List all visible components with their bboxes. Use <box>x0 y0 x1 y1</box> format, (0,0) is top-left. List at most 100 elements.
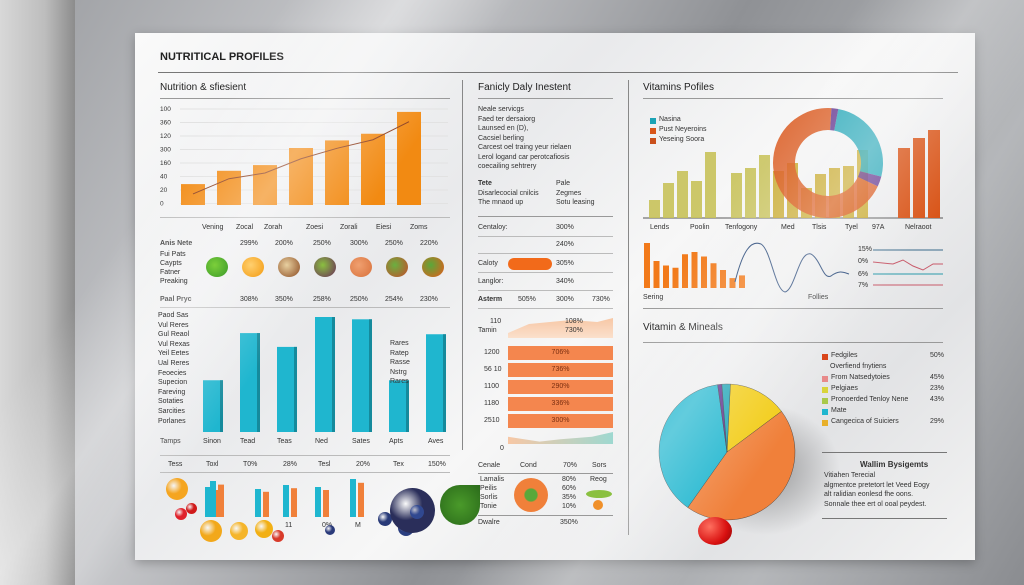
divider <box>478 272 613 273</box>
category-label: Nelraoot <box>905 224 932 231</box>
value-bar: 336% <box>508 397 613 411</box>
value-cell: 300% <box>556 224 574 231</box>
table-header: Sors <box>592 462 607 469</box>
section-title: Vitamins Pofiles <box>643 82 714 93</box>
text-line: Neale servicgs <box>478 106 524 113</box>
bar <box>731 173 742 218</box>
bar <box>701 256 707 288</box>
value-cell: T0% <box>243 461 258 468</box>
section-title: Fanicly Daly Inestent <box>478 82 571 93</box>
row-label: Lamalis <box>480 476 505 483</box>
small-label: M <box>355 522 361 529</box>
side-label: Ratep <box>390 349 409 357</box>
row-label: Caypts <box>160 260 182 267</box>
orange-slice-icon <box>242 257 264 277</box>
side-label: Rares <box>390 340 409 347</box>
row-label: Preaking <box>160 278 188 285</box>
bar <box>253 165 277 205</box>
category-label: Tead <box>240 438 256 445</box>
row-label: Fareving <box>158 388 186 396</box>
row-label: Yeil Eetes <box>158 350 189 358</box>
legend-swatch <box>650 118 656 124</box>
bar <box>649 200 660 218</box>
text-line: coecailing sehtrery <box>478 163 537 170</box>
trend-line <box>192 121 410 195</box>
legend-label: Pelgiaes <box>831 385 858 392</box>
note-line: alt ralidian eonlesd fhe oons. <box>824 491 914 498</box>
note-line: Sonnale thee ert ol ooal peydest. <box>824 500 927 508</box>
row-label: Peilis <box>480 485 497 492</box>
row-label: Langlor: <box>478 278 504 285</box>
bar <box>663 265 669 288</box>
legend-label: Cangecica of Suiciers <box>831 418 899 425</box>
fruit-icon <box>272 530 284 542</box>
category-label: Zorah <box>264 224 283 231</box>
small-label: 11 <box>285 522 293 529</box>
value-cell: Tess <box>168 461 183 468</box>
tete-item: Zegmes <box>556 189 582 197</box>
row-label: Tonie <box>480 503 497 510</box>
row-label: Sotaties <box>158 398 184 406</box>
value-cell: 254% <box>385 296 403 303</box>
row-label: Dwalre <box>478 519 500 526</box>
legend-swatch <box>822 387 828 393</box>
divider <box>160 98 450 99</box>
bar <box>289 148 313 205</box>
legend-label: Pronoerded Tenloy Nene <box>831 396 909 403</box>
donut-slice <box>857 171 882 187</box>
wave-line <box>734 242 850 293</box>
bar <box>829 168 840 218</box>
value-cell: 150% <box>428 461 446 468</box>
value-cell: 108% <box>565 318 583 325</box>
row-label: Fatner <box>160 269 181 276</box>
mini-bar <box>291 488 297 517</box>
legend-label: Overfiend fnytiens <box>830 363 887 370</box>
mini-bar <box>323 490 329 517</box>
row-label: Paod Sas <box>158 312 189 319</box>
value-cell: 258% <box>313 296 331 303</box>
fruit-icon <box>230 522 248 540</box>
divider <box>822 452 947 453</box>
category-label: Zorali <box>340 224 358 231</box>
divider <box>643 98 943 99</box>
category-label: Poolin <box>690 224 710 231</box>
legend-swatch <box>822 398 828 404</box>
row-label: 1100 <box>484 383 500 390</box>
category-label: 97A <box>872 224 885 231</box>
fruit-icon <box>166 478 188 500</box>
row-label: Anis Nete <box>160 240 193 247</box>
y-tick-label: 100 <box>160 106 171 113</box>
value-cell: 300% <box>556 296 574 303</box>
vegetables-icon <box>422 257 444 277</box>
bar <box>644 243 650 288</box>
orange-icon <box>593 500 603 510</box>
row-label: Porlanes <box>158 417 186 425</box>
tete-item: Pale <box>556 180 571 187</box>
wall <box>0 0 75 585</box>
poster-title: NUTRITICAL PROFILES <box>160 51 284 63</box>
table-header: Cenale <box>478 462 501 469</box>
value-cell: Tesl <box>318 461 331 468</box>
note-line: Vitiahen Terecial <box>824 472 876 479</box>
value-cell: Tex <box>393 461 404 468</box>
value-cell: 730% <box>592 296 610 303</box>
category-label: Apts <box>389 438 404 445</box>
row-label: Feoecies <box>158 369 187 377</box>
mini-bar <box>358 482 364 517</box>
minerals-pie-chart <box>658 383 796 521</box>
category-label: Tyel <box>845 224 858 231</box>
mini-bar <box>210 481 216 517</box>
y-tick-label: 40 <box>160 174 168 181</box>
side-label: Reog <box>590 476 607 483</box>
bar-side <box>406 380 409 432</box>
value-cell: 28% <box>283 461 298 468</box>
row-label: Gul Reaol <box>158 331 190 339</box>
divider <box>478 308 613 309</box>
divider <box>478 473 613 474</box>
legend-value: 45% <box>930 374 945 381</box>
category-label: Vening <box>202 224 224 231</box>
value-cell: 250% <box>350 296 368 303</box>
grapes-icon <box>314 257 336 277</box>
value-cell: 220% <box>420 240 438 247</box>
legend-swatch <box>822 354 828 360</box>
